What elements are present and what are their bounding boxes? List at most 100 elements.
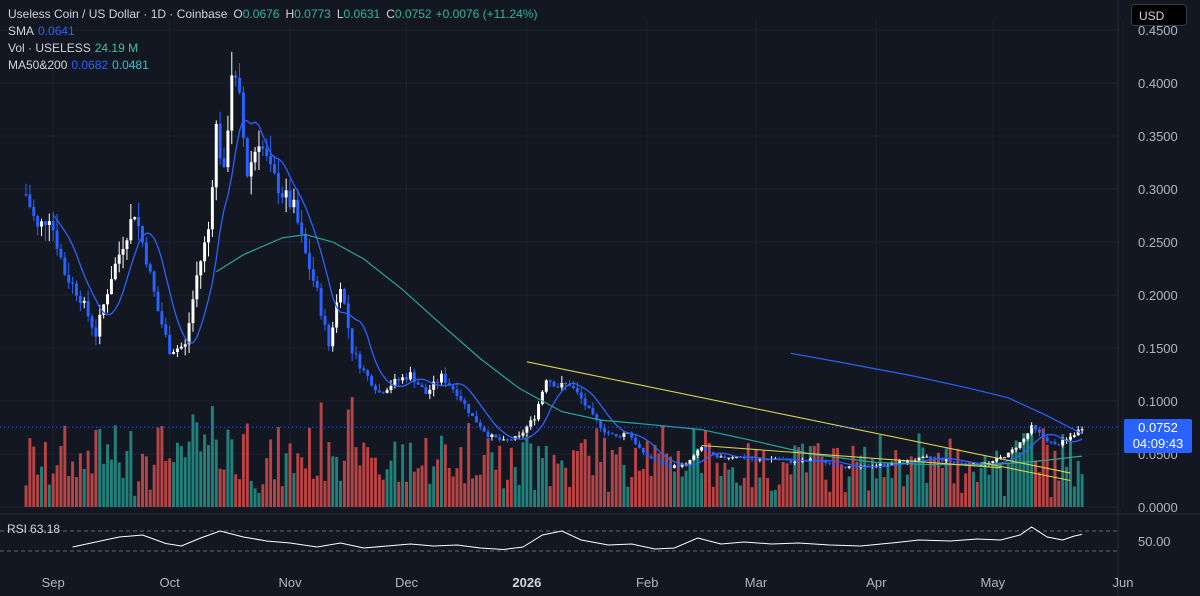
candle-body [1022,438,1026,443]
volume-bar [172,462,176,507]
volume-bar [540,458,544,507]
volume-bar [494,469,498,507]
candle-body [203,242,207,262]
candle-body [653,458,657,461]
volume-bar [638,470,641,507]
volume-bar [234,474,238,507]
candle-body [296,199,300,223]
volume-bar [533,489,537,507]
candle-body [696,450,700,456]
candle-body [43,221,47,225]
volume-bar [331,456,335,507]
volume-bar [90,473,94,507]
candle-body [618,436,622,438]
currency-button[interactable]: USD [1131,4,1187,26]
candle-body [113,263,117,280]
volume-bar [781,462,785,507]
volume-bar [552,454,556,507]
price-tick-label: 0.0000 [1138,500,1178,515]
candle-body [319,287,323,316]
candle-body [1068,436,1072,440]
volume-bar [195,422,199,507]
candle-body [816,459,820,461]
volume-bar [1072,486,1076,507]
volume-bar [676,450,680,507]
volume-bar [451,476,455,507]
volume-bar [160,425,164,507]
volume-bar [28,438,32,507]
candle-body [51,221,55,231]
volume-bar [560,460,564,507]
volume-bar [144,456,148,507]
candle-body [63,257,67,275]
volume-bar [917,433,921,507]
volume-bar [797,447,801,507]
time-axis[interactable]: Sep Oct Nov Dec 2026 Feb Mar Apr May Jun [42,575,1134,590]
volume-bar [389,460,393,507]
volume-bar [719,476,723,507]
candle-body [47,221,51,225]
price-tick-label: 0.4000 [1138,76,1178,91]
volume-bar [905,474,909,507]
volume-bar [556,463,560,507]
volume-bar [995,450,999,507]
volume-bar [940,467,944,507]
candle-body [222,158,226,168]
volume-bar [1022,433,1026,507]
volume-bar [824,479,828,507]
candle-body [525,426,529,433]
volume-bar [870,459,874,507]
volume-bar [991,461,995,507]
candle-body [253,151,257,163]
volume-bar [47,484,51,507]
candle-body [517,435,521,437]
candle-body [509,439,513,441]
trendline [526,361,1071,474]
volume-bar [36,474,40,507]
candle-body [300,222,304,234]
volume-bar [606,491,610,507]
volume-bar [1057,480,1061,507]
volume-bar [804,472,808,507]
volume-bar [1014,440,1018,507]
volume-bar [288,443,292,507]
volume-bar [746,443,750,507]
volume-bar [397,481,401,507]
trendline [701,444,1001,469]
candle-body [599,420,603,429]
volume-bar [273,479,276,507]
candle-body [715,454,719,458]
volume-bar [595,428,599,507]
volume-bar [801,443,805,507]
volume-bar [323,481,327,507]
volume-bar [443,444,447,507]
volume-bar [863,446,867,507]
time-tick-label: Jun [1113,575,1134,590]
volume-bar [463,483,467,507]
candle-body [634,437,638,444]
candle-body [669,464,673,468]
candle-body [494,434,498,438]
volume-bar [502,488,506,507]
volume-bar [1068,433,1072,507]
volume-bar [750,487,754,507]
volume-bar [59,446,63,507]
volume-bar [183,457,187,507]
volume-bar [125,451,129,507]
volume-bar [902,486,905,507]
candle-body [393,378,397,386]
candle-body [933,457,937,459]
volume-bar [762,450,766,507]
rsi-pane: 50.00 [0,526,1171,552]
candle-body [579,392,583,399]
rsi-legend[interactable]: RSI 63.18 [7,522,60,536]
candle-body [109,279,113,295]
candle-body [529,420,533,427]
candle-body [560,382,564,388]
volume-bar [482,454,486,507]
candle-body [583,398,587,406]
candle-body [964,463,968,465]
volume-bar [284,453,288,507]
